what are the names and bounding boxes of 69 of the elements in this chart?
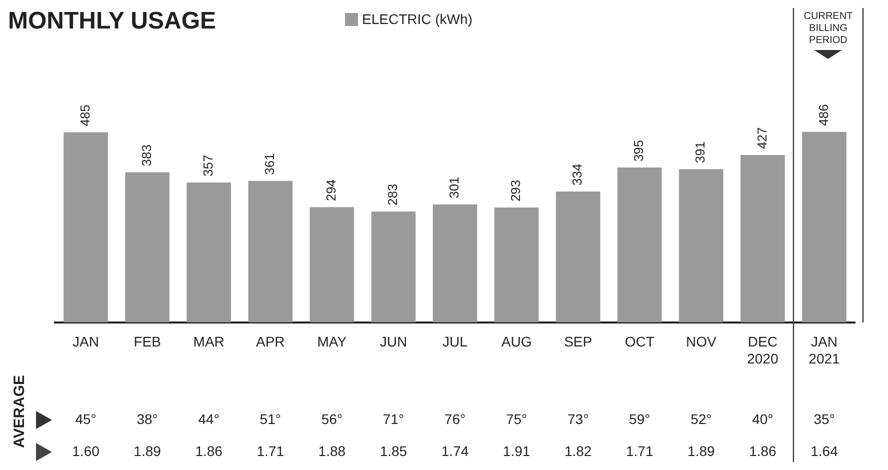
- text: 1.86: [749, 442, 777, 459]
- bar: [248, 180, 293, 322]
- bar: [186, 182, 231, 322]
- data-label: 361: [262, 153, 277, 175]
- text: 1.71: [626, 442, 654, 459]
- text: 1.89: [134, 442, 162, 459]
- data-label: 334: [570, 164, 585, 186]
- x-tick-label: JUN: [380, 334, 408, 350]
- text: 1.86: [195, 442, 223, 459]
- bar: [64, 132, 108, 322]
- bar: [679, 169, 724, 322]
- text: 1.85: [380, 442, 408, 459]
- data-label: 395: [631, 140, 646, 162]
- bar: [556, 191, 600, 322]
- text: 44°: [198, 410, 220, 427]
- text: 1.74: [441, 442, 469, 459]
- x-tick-label: JUL: [442, 334, 468, 350]
- x-tick-label: MAY: [317, 334, 348, 350]
- text: 75°: [506, 410, 528, 427]
- data-label: 293: [508, 180, 524, 202]
- x-tick-label: MAR: [193, 334, 224, 350]
- text: 73°: [567, 410, 589, 427]
- x-tick-label: APR: [256, 334, 285, 350]
- text: 1.89: [688, 442, 715, 459]
- x-tick-label: FEB: [134, 334, 161, 350]
- legend-label: ELECTRIC (kWh): [362, 10, 472, 27]
- bar: [432, 204, 478, 322]
- text: 1.64: [810, 442, 838, 459]
- text: 59°: [629, 410, 650, 427]
- data-label: 283: [385, 184, 400, 206]
- x-tick-label: AUG: [501, 334, 532, 350]
- data-label: 485: [77, 104, 92, 126]
- bar: [310, 207, 354, 322]
- text: 1.82: [564, 442, 592, 459]
- text: 40°: [752, 410, 774, 427]
- chart-title: MONTHLY USAGE: [8, 8, 216, 35]
- text: 1.71: [256, 442, 284, 459]
- x-tick-label: JAN 2021: [808, 334, 840, 366]
- text: 35°: [814, 410, 835, 427]
- text: 52°: [690, 410, 712, 427]
- data-label: 427: [754, 127, 770, 150]
- bar: [802, 132, 846, 322]
- text: 1.60: [72, 442, 100, 459]
- x-tick-label: OCT: [624, 334, 655, 350]
- bar: [617, 168, 662, 322]
- bar: [494, 208, 539, 322]
- text: 51°: [260, 410, 281, 427]
- bar: [371, 211, 416, 322]
- text: 71°: [382, 410, 404, 427]
- data-label: 391: [692, 141, 708, 164]
- data-label: 486: [816, 104, 831, 126]
- x-tick-label: DEC 2020: [747, 334, 778, 366]
- text: 1.91: [502, 442, 530, 459]
- data-label: 383: [138, 144, 154, 166]
- text: 38°: [136, 410, 158, 427]
- data-label: 301: [446, 176, 462, 198]
- text: CURRENT BILLING PERIOD: [804, 10, 853, 46]
- data-label: 357: [200, 154, 216, 176]
- text: 56°: [321, 410, 343, 427]
- data-label: 294: [324, 179, 338, 202]
- bar: [740, 155, 785, 322]
- x-tick-label: NOV: [686, 334, 717, 350]
- text: 1.88: [318, 442, 346, 459]
- x-tick-label: JAN: [72, 334, 99, 350]
- text: 45°: [75, 410, 96, 427]
- text: AVERAGE: [11, 374, 28, 448]
- bar: [125, 172, 170, 322]
- x-tick-label: SEP: [564, 334, 592, 350]
- text: 76°: [444, 410, 466, 427]
